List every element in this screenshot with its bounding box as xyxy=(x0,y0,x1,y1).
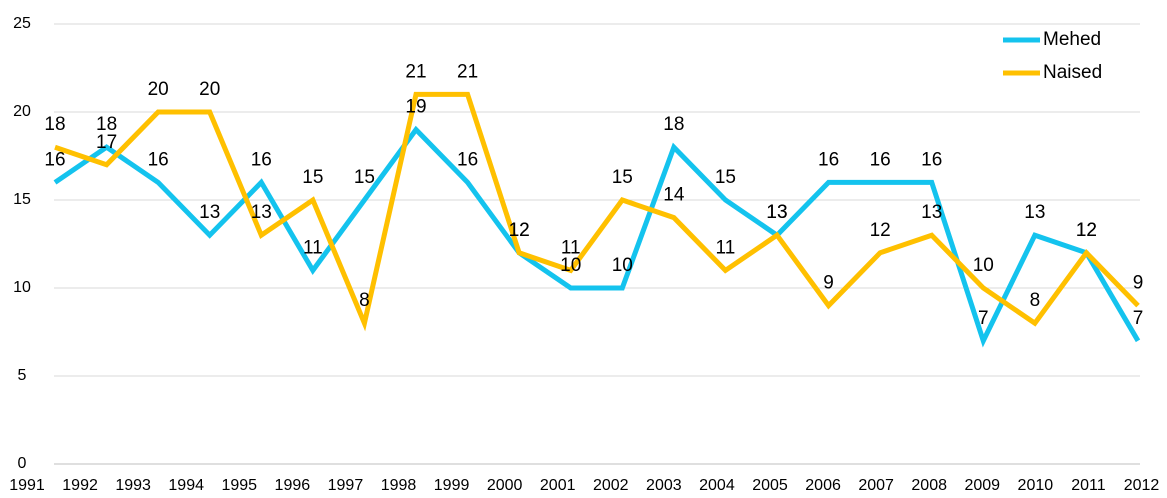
x-tick-label: 2001 xyxy=(540,477,576,494)
data-label: 20 xyxy=(199,79,220,100)
x-tick-label: 2004 xyxy=(699,477,735,494)
x-tick-label: 2008 xyxy=(911,477,947,494)
x-tick-label: 1991 xyxy=(9,477,45,494)
data-label: 13 xyxy=(766,202,787,223)
y-tick-label: 20 xyxy=(13,103,31,120)
legend-label: Mehed xyxy=(1043,29,1101,50)
x-tick-label: 1998 xyxy=(381,477,417,494)
data-label: 13 xyxy=(921,202,942,223)
y-tick-label: 0 xyxy=(18,455,27,472)
y-tick-label: 15 xyxy=(13,191,31,208)
x-tick-label: 1996 xyxy=(275,477,311,494)
data-label: 7 xyxy=(1133,308,1144,329)
data-label: 9 xyxy=(1133,273,1144,294)
legend-label: Naised xyxy=(1043,62,1102,83)
x-tick-label: 1992 xyxy=(62,477,98,494)
data-label: 12 xyxy=(870,220,891,241)
data-label: 19 xyxy=(405,97,426,118)
data-label: 14 xyxy=(663,185,685,206)
data-label: 15 xyxy=(715,167,736,188)
x-tick-label: 1997 xyxy=(328,477,364,494)
data-label: 17 xyxy=(96,132,117,153)
x-tick-label: 2005 xyxy=(752,477,788,494)
data-label: 13 xyxy=(1024,202,1045,223)
x-tick-label: 1995 xyxy=(221,477,257,494)
x-tick-label: 2003 xyxy=(646,477,682,494)
data-label: 18 xyxy=(44,114,65,135)
data-label: 8 xyxy=(359,290,370,311)
data-label: 12 xyxy=(509,220,530,241)
data-label: 9 xyxy=(823,273,834,294)
data-label: 16 xyxy=(44,149,65,170)
data-label: 15 xyxy=(354,167,375,188)
data-label: 11 xyxy=(716,237,736,258)
data-label: 21 xyxy=(457,61,478,82)
data-label: 13 xyxy=(199,202,220,223)
x-tick-label: 2000 xyxy=(487,477,523,494)
data-label: 12 xyxy=(1076,220,1097,241)
y-tick-label: 25 xyxy=(13,15,31,32)
data-label: 10 xyxy=(612,255,633,276)
x-tick-label: 2006 xyxy=(805,477,841,494)
x-tick-label: 2012 xyxy=(1124,477,1160,494)
data-label: 16 xyxy=(921,149,942,170)
data-label: 7 xyxy=(978,308,989,329)
data-label: 21 xyxy=(405,61,426,82)
data-label: 10 xyxy=(973,255,994,276)
data-label: 10 xyxy=(560,255,581,276)
data-label: 8 xyxy=(1030,290,1041,311)
data-label: 13 xyxy=(251,202,272,223)
x-tick-label: 2010 xyxy=(1018,477,1054,494)
data-label: 18 xyxy=(96,114,117,135)
data-label: 18 xyxy=(663,114,684,135)
x-tick-label: 1993 xyxy=(115,477,151,494)
data-label: 16 xyxy=(457,149,478,170)
data-label: 11 xyxy=(561,237,581,258)
x-tick-label: 2011 xyxy=(1071,477,1106,494)
data-label: 20 xyxy=(148,79,169,100)
data-label: 12 xyxy=(509,220,530,241)
data-label: 15 xyxy=(302,167,323,188)
data-label: 16 xyxy=(818,149,839,170)
y-tick-label: 5 xyxy=(18,367,27,384)
data-label: 16 xyxy=(251,149,272,170)
series-line xyxy=(54,91,1140,332)
data-label: 12 xyxy=(1076,220,1097,241)
data-label: 15 xyxy=(612,167,633,188)
x-tick-label: 1999 xyxy=(434,477,470,494)
y-tick-label: 10 xyxy=(13,279,31,296)
x-tick-label: 2009 xyxy=(964,477,1000,494)
data-label: 11 xyxy=(303,237,323,258)
x-tick-label: 1994 xyxy=(168,477,204,494)
data-label: 16 xyxy=(870,149,891,170)
data-label: 13 xyxy=(766,202,787,223)
data-label: 16 xyxy=(148,149,169,170)
x-tick-label: 2002 xyxy=(593,477,629,494)
x-tick-label: 2007 xyxy=(858,477,894,494)
